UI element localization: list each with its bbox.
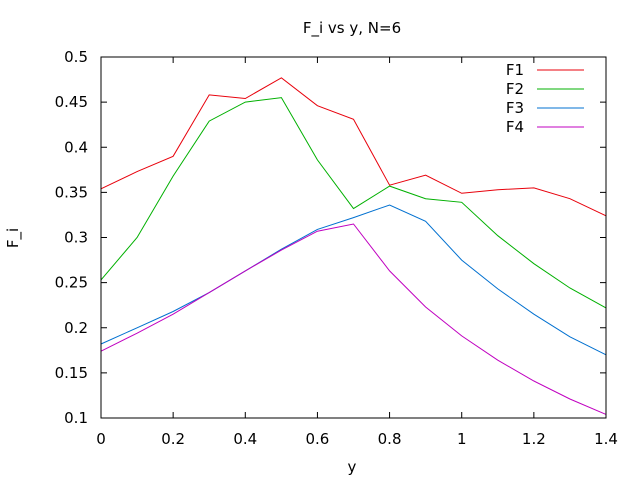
series-line-f4	[100, 223, 607, 415]
y-tick-label: 0.15	[55, 364, 88, 382]
y-tick-label: 0.1	[64, 409, 88, 427]
x-tick-label: 0.4	[233, 430, 257, 448]
series-line-f2	[100, 97, 607, 309]
y-tick-label: 0.5	[64, 48, 88, 66]
x-tick-label: 1	[457, 430, 467, 448]
legend-label-f1: F1	[506, 61, 524, 79]
x-tick-label: 0.8	[378, 430, 402, 448]
legend-label-f2: F2	[506, 80, 524, 98]
y-axis-label: F_i	[4, 228, 23, 248]
series-line-f3	[100, 204, 607, 356]
x-axis-label: y	[348, 458, 357, 476]
y-tick-label: 0.3	[64, 229, 88, 247]
legend-label-f4: F4	[506, 118, 524, 136]
x-tick-label: 1.4	[594, 430, 618, 448]
y-tick-label: 0.4	[64, 138, 88, 156]
y-tick-label: 0.35	[55, 183, 88, 201]
x-tick-label: 0.2	[161, 430, 185, 448]
series-line-f1	[100, 77, 607, 217]
plot-frame	[100, 56, 607, 419]
y-tick-label: 0.45	[55, 93, 88, 111]
chart-title: F_i vs y, N=6	[303, 19, 401, 38]
x-tick-label: 1.2	[522, 430, 546, 448]
series-group	[100, 77, 607, 415]
y-tick-label: 0.2	[64, 319, 88, 337]
y-tick-label: 0.25	[55, 274, 88, 292]
x-tick-label: 0.6	[305, 430, 329, 448]
x-tick-label: 0	[96, 430, 106, 448]
axes: 0 0.2 0.4 0.6 0.8 1 1.2 1.4 0.1 0.15 0.2 0.25 0.3 0.3…	[55, 48, 618, 448]
legend-label-f3: F3	[506, 99, 524, 117]
